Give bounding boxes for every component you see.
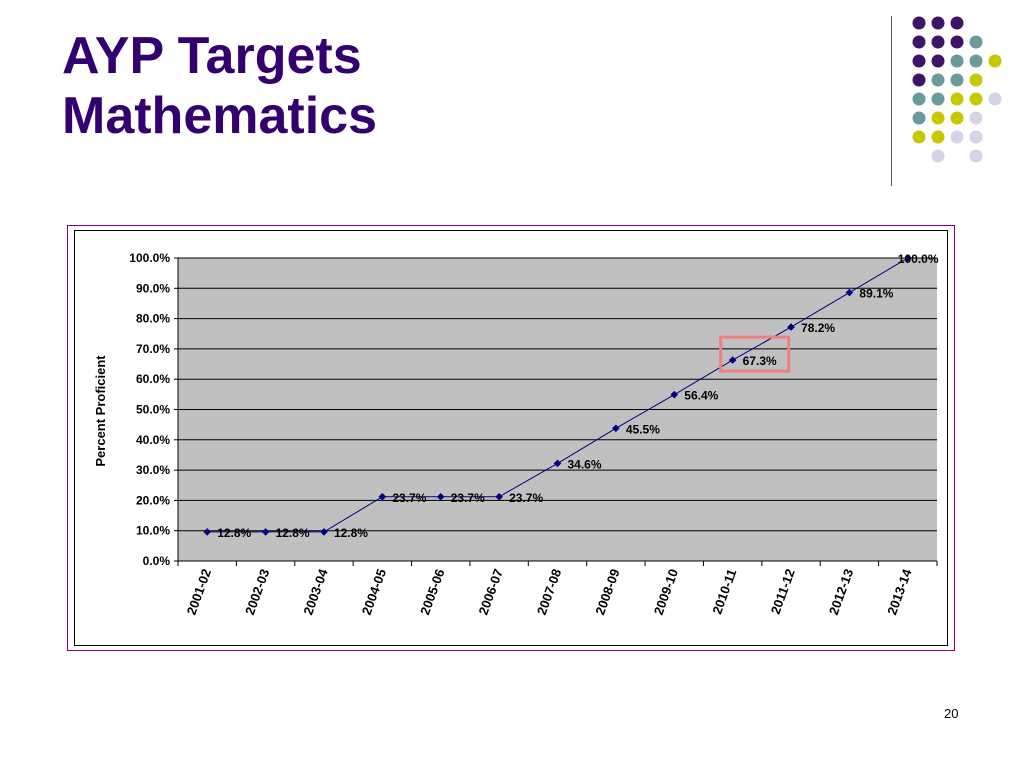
data-point-marker xyxy=(787,323,795,331)
data-label: 12.8% xyxy=(276,526,310,540)
decorative-dot xyxy=(950,73,964,87)
slide-title: AYP Targets Mathematics xyxy=(62,27,377,145)
decorative-dot xyxy=(969,149,983,163)
data-label: 12.8% xyxy=(334,526,368,540)
data-point-marker xyxy=(261,528,270,536)
x-tick-label: 2009-10 xyxy=(651,567,681,617)
decorative-dot xyxy=(988,54,1002,68)
y-tick-label: 80.0% xyxy=(136,312,170,326)
data-point-marker xyxy=(436,492,445,501)
decorative-dot xyxy=(912,111,926,125)
highlight-box xyxy=(719,335,791,373)
data-point-marker xyxy=(320,528,328,536)
y-tick-label: 20.0% xyxy=(136,493,170,507)
data-label: 78.2% xyxy=(801,321,835,335)
y-axis-label: Percent Proficient xyxy=(93,355,108,467)
decorative-dot xyxy=(931,35,945,49)
decorative-dot xyxy=(912,35,926,49)
data-label: 12.8% xyxy=(217,526,251,540)
x-tick-label: 2004-05 xyxy=(359,567,389,617)
x-tick-label: 2010-11 xyxy=(709,567,739,616)
decorative-dot xyxy=(969,73,983,87)
decorative-dot xyxy=(950,35,964,49)
decorative-dot xyxy=(931,54,945,68)
data-point-marker xyxy=(203,528,211,536)
decorative-dot xyxy=(969,111,983,125)
x-tick-label: 2013-14 xyxy=(884,566,915,617)
data-point-marker xyxy=(378,492,387,501)
x-tick-label: 2011-12 xyxy=(768,567,798,616)
x-tick-label: 2005-06 xyxy=(417,567,447,617)
data-label: 100.0% xyxy=(898,252,939,266)
y-tick-label: 0.0% xyxy=(143,554,171,568)
data-point-marker xyxy=(845,288,854,297)
data-label: 89.1% xyxy=(859,287,893,301)
decorative-dot xyxy=(969,130,983,144)
slide-number: 20 xyxy=(944,706,959,721)
data-point-marker xyxy=(553,459,562,468)
decorative-dot xyxy=(931,73,945,87)
y-tick-label: 30.0% xyxy=(136,463,170,477)
x-tick-label: 2007-08 xyxy=(534,567,564,617)
decorative-dot xyxy=(931,130,945,144)
decorative-dot xyxy=(969,92,983,106)
y-tick-label: 90.0% xyxy=(136,281,170,295)
x-tick-label: 2001-02 xyxy=(184,567,214,617)
decorative-dot xyxy=(950,130,964,144)
data-point-marker xyxy=(670,390,679,399)
data-point-marker xyxy=(728,356,737,364)
data-label: 23.7% xyxy=(392,491,426,505)
x-tick-label: 2003-04 xyxy=(300,566,331,617)
y-tick-label: 40.0% xyxy=(136,433,170,447)
data-point-marker xyxy=(612,424,620,433)
decorative-dot xyxy=(912,92,926,106)
data-label: 34.6% xyxy=(568,457,602,471)
x-tick-label: 2008-09 xyxy=(592,567,622,617)
decorative-dot xyxy=(912,16,926,30)
decorative-dot xyxy=(931,111,945,125)
data-label: 23.7% xyxy=(509,491,543,505)
decorative-dot xyxy=(950,16,964,30)
decorative-dot xyxy=(969,35,983,49)
y-tick-label: 60.0% xyxy=(136,372,170,386)
y-tick-label: 100.0% xyxy=(129,251,170,265)
data-point-marker xyxy=(904,254,912,262)
y-tick-label: 50.0% xyxy=(136,403,170,417)
x-tick-label: 2002-03 xyxy=(242,567,272,617)
data-label: 45.5% xyxy=(626,422,660,436)
data-label: 23.7% xyxy=(451,491,485,505)
decorative-dot xyxy=(912,54,926,68)
decorative-dot xyxy=(950,54,964,68)
data-point-marker xyxy=(495,492,503,501)
decorative-dot xyxy=(931,16,945,30)
decorative-dot xyxy=(988,92,1002,106)
decorative-dot xyxy=(931,92,945,106)
chart-outer-frame xyxy=(67,225,955,651)
decorative-dot xyxy=(912,73,926,87)
decorative-dot xyxy=(931,149,945,163)
decorative-dot xyxy=(912,130,926,144)
decorative-dot xyxy=(950,111,964,125)
x-tick-label: 2012-13 xyxy=(826,567,856,617)
x-tick-label: 2006-07 xyxy=(476,567,506,617)
decorative-dot xyxy=(950,92,964,106)
y-tick-label: 10.0% xyxy=(136,524,170,538)
data-label: 67.3% xyxy=(743,354,777,368)
y-tick-label: 70.0% xyxy=(136,342,170,356)
data-label: 56.4% xyxy=(684,389,718,403)
title-divider-line xyxy=(891,16,892,186)
decorative-dot xyxy=(969,54,983,68)
decorative-dot-grid xyxy=(912,16,1002,163)
